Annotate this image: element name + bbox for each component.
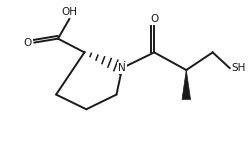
Text: O: O [23,38,31,48]
Text: O: O [150,14,158,24]
Text: OH: OH [61,7,77,17]
Polygon shape [182,70,190,100]
Text: SH: SH [232,63,246,73]
Text: N: N [118,63,126,73]
